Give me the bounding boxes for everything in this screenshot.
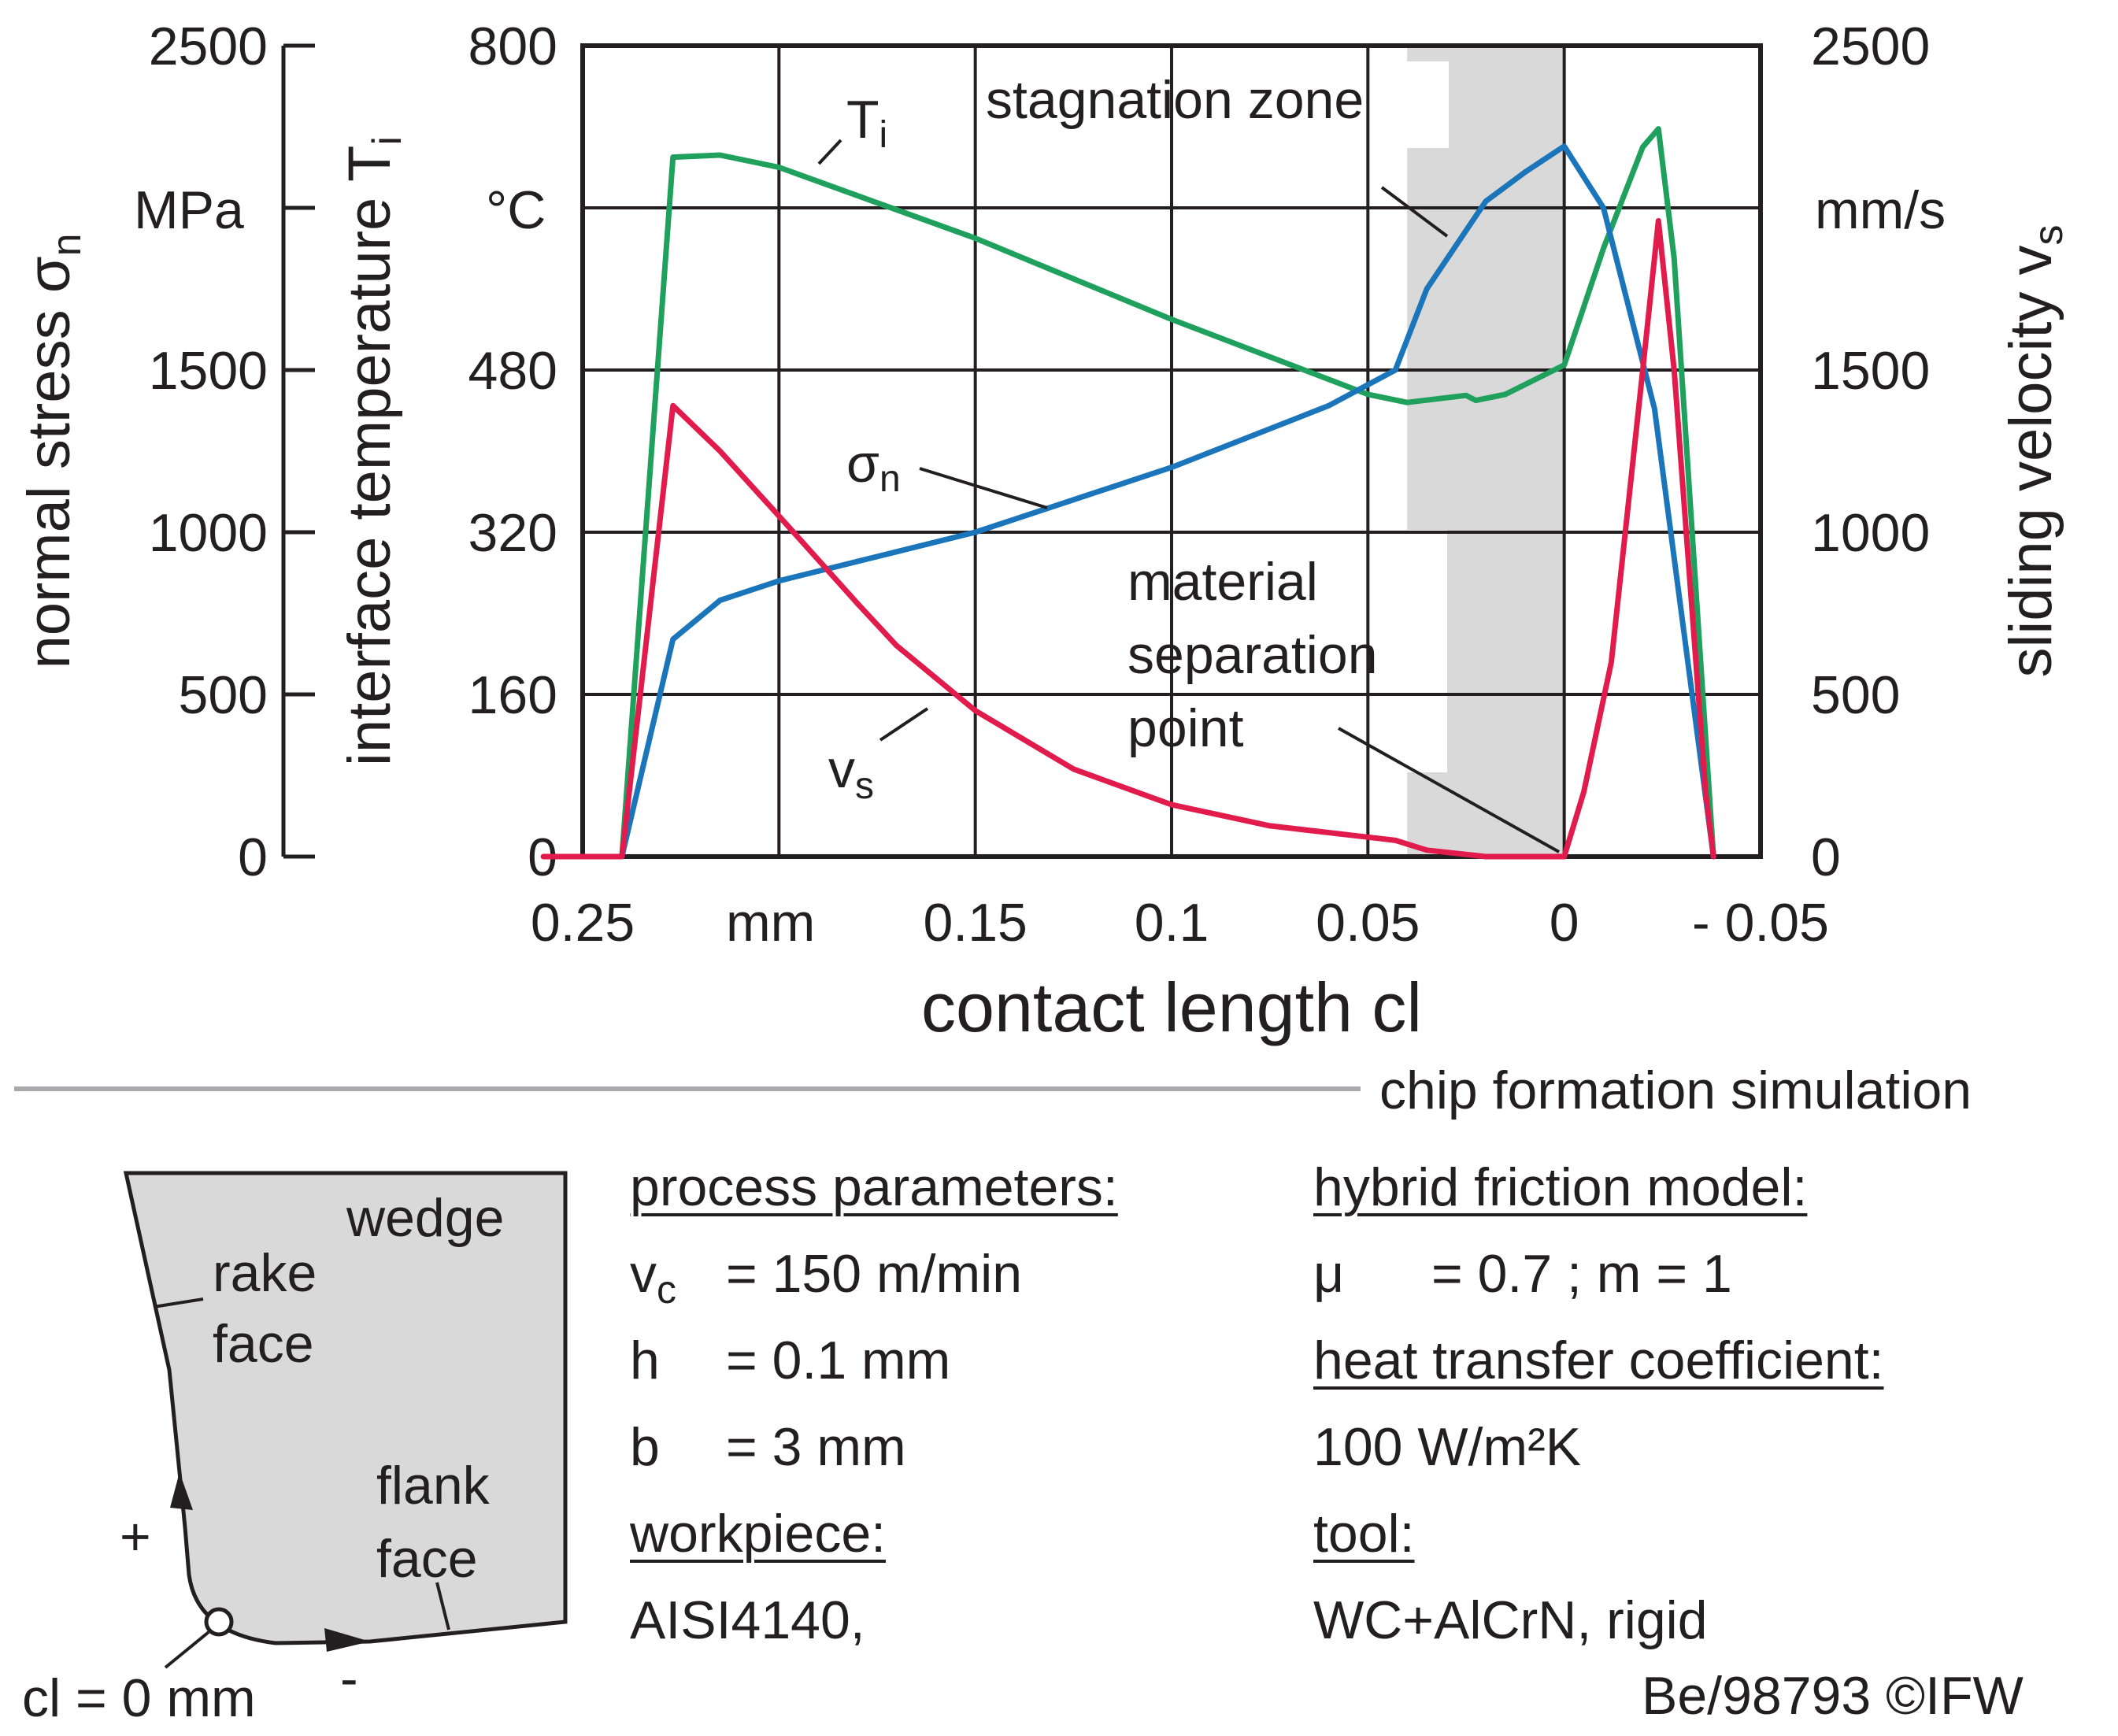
temperature-tick-label: 320 <box>468 503 557 563</box>
leader-ti <box>817 139 842 165</box>
temperature-tick-label: 480 <box>468 341 557 401</box>
vc-value: = 150 m/min <box>726 1244 1023 1304</box>
plus-arrow-head <box>170 1472 193 1510</box>
minus-arrow-head <box>324 1628 370 1652</box>
velocity-axis: 0 500 1000 1500 2500 <box>1811 17 1930 887</box>
x-tick-label: 0.25 <box>531 893 635 953</box>
grid <box>583 46 1761 857</box>
temperature-tick-label: 160 <box>468 665 557 725</box>
tool-heading: tool: <box>1313 1504 1415 1564</box>
leader-separation-point <box>1338 727 1560 853</box>
velocity-tick-label: 1500 <box>1811 341 1930 401</box>
temperature-axis-title: interface temperature Ti <box>336 136 410 766</box>
x-unit: mm <box>726 893 815 953</box>
plot-frame <box>580 43 1763 859</box>
rake-face-label-2: face <box>213 1314 314 1374</box>
x-tick-label: 0 <box>1550 893 1579 953</box>
h-symbol: h <box>630 1331 660 1390</box>
section-label: chip formation simulation <box>1379 1060 1972 1120</box>
heat-transfer-value: 100 W/m²K <box>1313 1417 1582 1477</box>
series-line-normal_stress <box>619 143 1716 860</box>
series-group <box>540 126 1716 860</box>
series-line-sliding_velocity <box>540 218 1716 860</box>
x-tick-label: 0.15 <box>923 893 1027 953</box>
b-symbol: b <box>630 1417 660 1477</box>
leader-sigma-n <box>919 467 1048 509</box>
leader-rake-face <box>153 1297 204 1308</box>
stress-tick-label: 500 <box>179 665 268 725</box>
tool-value: WC+AlCrN, rigid <box>1313 1590 1708 1650</box>
temperature-tick-label: 800 <box>468 17 557 76</box>
x-tick-label: 0.1 <box>1135 893 1209 953</box>
process-parameters-heading: process parameters: <box>630 1157 1118 1217</box>
origin-label: cl = 0 mm <box>22 1668 256 1728</box>
stagnation-zone-label: stagnation zone <box>986 70 1364 130</box>
plus-label: + <box>120 1507 151 1567</box>
x-tick-label: - 0.05 <box>1692 893 1829 953</box>
stress-tick-label: 1000 <box>149 503 268 563</box>
flank-face-label-1: flank <box>376 1456 491 1516</box>
series-line-temperature <box>619 126 1716 860</box>
h-value: = 0.1 mm <box>726 1331 951 1390</box>
ti-series-label: Ti <box>846 90 887 156</box>
velocity-tick-label: 1000 <box>1811 503 1930 563</box>
mu-value: = 0.7 ; m = 1 <box>1431 1244 1732 1304</box>
flank-face-label-2: face <box>376 1529 478 1589</box>
separation-label-box <box>990 530 1447 772</box>
rake-face-label-1: rake <box>213 1243 317 1303</box>
wedge-label: wedge <box>346 1188 504 1248</box>
x-axis: 0.25 0.15 0.1 0.05 0 - 0.05 <box>531 893 1829 953</box>
copyright: Be/98793 ©IFW <box>1642 1666 2024 1726</box>
stagnation-label-box <box>976 61 1449 148</box>
x-axis-title: contact length cl <box>921 968 1422 1046</box>
stress-axis: 0 500 1000 1500 2500 <box>149 17 315 887</box>
mu-symbol: μ <box>1313 1244 1345 1304</box>
vc-symbol: vc <box>630 1244 676 1312</box>
leader-stagnation-zone <box>1380 186 1449 238</box>
x-tick-label: 0.05 <box>1316 893 1420 953</box>
stress-tick-label: 0 <box>238 827 268 887</box>
leader-flank-face <box>435 1582 450 1631</box>
velocity-tick-label: 0 <box>1811 827 1841 887</box>
separation-label-line-3: point <box>1128 698 1244 758</box>
sigma-n-series-label: σn <box>846 434 901 500</box>
velocity-tick-label: 500 <box>1811 665 1900 725</box>
stress-tick-label: 1500 <box>149 341 268 401</box>
vs-series-label: vs <box>828 739 874 807</box>
temperature-unit: °C <box>486 180 546 240</box>
heat-transfer-heading: heat transfer coefficient: <box>1313 1331 1884 1390</box>
minus-label: - <box>340 1649 358 1708</box>
stress-tick-label: 2500 <box>149 17 268 76</box>
velocity-unit: mm/s <box>1815 180 1946 240</box>
leader-vs <box>879 707 929 742</box>
workpiece-heading: workpiece: <box>630 1504 887 1564</box>
workpiece-value: AISI4140, <box>630 1590 865 1650</box>
velocity-axis-title: sliding velocity vs <box>1998 224 2072 677</box>
stress-unit: MPa <box>134 180 244 240</box>
friction-model-heading: hybrid friction model: <box>1313 1157 1808 1217</box>
separation-label-line-1: material <box>1128 552 1318 612</box>
stress-axis-title: normal stress σn <box>16 233 90 668</box>
origin-marker <box>204 1607 234 1637</box>
leader-origin <box>164 1631 210 1669</box>
b-value: = 3 mm <box>726 1417 906 1477</box>
separation-label-line-2: separation <box>1128 625 1378 685</box>
velocity-tick-label: 2500 <box>1811 17 1930 76</box>
